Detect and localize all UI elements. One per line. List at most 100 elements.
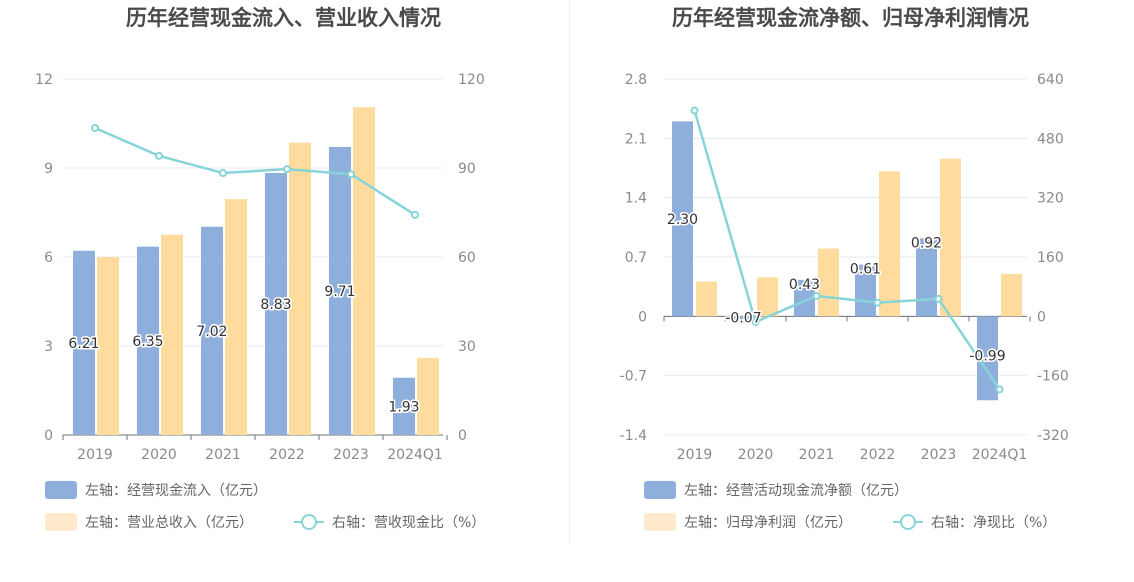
ratio-line-point bbox=[347, 170, 355, 179]
right-legend-label-2: 左轴：归母净利润（亿元） bbox=[684, 515, 852, 531]
x-tick-label: 2021 bbox=[799, 447, 835, 463]
legend-swatch-blue bbox=[45, 481, 77, 499]
bar-series-2 bbox=[417, 357, 439, 435]
bar-series-1 bbox=[329, 146, 351, 436]
ratio-line-point bbox=[995, 385, 1004, 394]
x-tick-label: 2020 bbox=[141, 447, 177, 463]
legend-swatch-orange bbox=[45, 513, 77, 531]
ratio-line-point bbox=[690, 106, 699, 115]
bar-data-label: 1.93 bbox=[388, 399, 419, 415]
bar-data-label: 0.61 bbox=[850, 262, 881, 278]
legend-line-circle-icon bbox=[893, 513, 923, 531]
ratio-line-point bbox=[219, 169, 227, 178]
left-legend-label-2: 左轴：营业总收入（亿元） bbox=[85, 515, 253, 531]
y-left-tick-label: 0.7 bbox=[625, 250, 647, 266]
left-chart-title: 历年经营现金流入、营业收入情况 bbox=[126, 6, 441, 30]
y-right-tick-label: 0 bbox=[1037, 309, 1046, 325]
y-left-tick-label: -1.4 bbox=[620, 428, 647, 444]
bar-series-1 bbox=[265, 173, 287, 435]
left-chart-svg: 0 0 3 30 6 60 9 90 12 120 2019 2020 2021 2022 2023 2024… bbox=[35, 72, 485, 463]
left-legend-item-3[interactable]: 右轴：营收现金比（%） bbox=[294, 512, 485, 532]
bar-series-1 bbox=[201, 226, 223, 435]
y-right-tick-label: -160 bbox=[1037, 369, 1069, 385]
bar-series-2 bbox=[97, 257, 119, 435]
x-tick-label: 2022 bbox=[860, 447, 896, 463]
left-legend-label-1: 左轴：经营现金流入（亿元） bbox=[85, 483, 267, 499]
x-tick-label: 2021 bbox=[205, 447, 241, 463]
ratio-line-point bbox=[812, 291, 821, 300]
bar-data-label: 6.35 bbox=[132, 334, 163, 350]
ratio-line-point bbox=[411, 210, 419, 219]
panel-divider bbox=[569, 0, 570, 545]
bar-series-2 bbox=[161, 234, 183, 435]
bar-data-label: 0.43 bbox=[789, 277, 820, 293]
x-tick-label: 2022 bbox=[269, 447, 305, 463]
y-right-tick-label: 320 bbox=[1037, 191, 1064, 207]
bar-series-2 bbox=[879, 171, 900, 317]
y-left-tick-label: 9 bbox=[44, 161, 53, 177]
y-left-tick-label: 0 bbox=[44, 428, 53, 444]
y-right-tick-label: 640 bbox=[1037, 72, 1064, 88]
y-right-tick-label: -320 bbox=[1037, 428, 1069, 444]
legend-swatch-orange bbox=[644, 513, 676, 531]
bar-series-2 bbox=[696, 281, 717, 317]
y-right-tick-label: 0 bbox=[458, 428, 467, 444]
y-right-tick-label: 160 bbox=[1037, 250, 1064, 266]
ratio-line-point bbox=[283, 165, 291, 174]
ratio-line-point bbox=[91, 123, 99, 132]
y-left-tick-label: -0.7 bbox=[620, 369, 647, 385]
bar-data-label: 2.30 bbox=[667, 212, 698, 228]
y-left-tick-label: 12 bbox=[35, 72, 53, 88]
bar-series-1 bbox=[393, 377, 415, 435]
right-legend-label-3: 右轴：净现比（%） bbox=[931, 515, 1057, 531]
x-tick-label: 2024Q1 bbox=[972, 447, 1028, 463]
right-legend-label-1: 左轴：经营活动现金流净额（亿元） bbox=[684, 483, 908, 499]
y-left-tick-label: 2.8 bbox=[625, 72, 647, 88]
right-legend-item-2[interactable]: 左轴：归母净利润（亿元） bbox=[644, 512, 852, 532]
y-left-tick-label: 2.1 bbox=[625, 131, 647, 147]
bar-series-1 bbox=[672, 121, 693, 317]
right-legend-item-1[interactable]: 左轴：经营活动现金流净额（亿元） bbox=[644, 480, 908, 500]
left-chart-panel: 历年经营现金流入、营业收入情况 0 0 3 30 6 60 9 90 12 120 2019 2020… bbox=[35, 6, 485, 532]
y-left-tick-label: 3 bbox=[44, 339, 53, 355]
x-tick-label: 2019 bbox=[677, 447, 713, 463]
bar-series-2 bbox=[353, 107, 375, 435]
ratio-line-point bbox=[751, 317, 760, 326]
bar-data-label: 9.71 bbox=[324, 284, 355, 300]
bar-series-1 bbox=[916, 238, 937, 317]
bar-series-1 bbox=[794, 279, 815, 317]
x-tick-label: 2020 bbox=[738, 447, 774, 463]
ratio-line-point bbox=[934, 294, 943, 303]
bar-data-label: 6.21 bbox=[68, 336, 99, 352]
x-tick-label: 2023 bbox=[333, 447, 369, 463]
left-legend-item-2[interactable]: 左轴：营业总收入（亿元） bbox=[45, 512, 253, 532]
x-tick-label: 2024Q1 bbox=[387, 447, 443, 463]
y-right-tick-label: 480 bbox=[1037, 131, 1064, 147]
bar-series-2 bbox=[818, 248, 839, 317]
y-right-tick-label: 60 bbox=[458, 250, 476, 266]
bar-series-2 bbox=[289, 142, 311, 436]
y-left-tick-label: 6 bbox=[44, 250, 53, 266]
left-legend-item-1[interactable]: 左轴：经营现金流入（亿元） bbox=[45, 480, 267, 500]
y-right-tick-label: 30 bbox=[458, 339, 476, 355]
bar-series-1 bbox=[733, 316, 754, 323]
bar-series-1 bbox=[73, 250, 95, 435]
right-chart-panel: 历年经营现金流净额、归母净利润情况 -1.4 -320 -0.7 -160 0 0 0.7 1… bbox=[567, 0, 1134, 582]
right-chart-title: 历年经营现金流净额、归母净利润情况 bbox=[672, 6, 1029, 30]
bar-series-2 bbox=[940, 158, 961, 317]
bar-series-1 bbox=[855, 264, 876, 317]
ratio-line-point bbox=[873, 298, 882, 307]
y-right-tick-label: 120 bbox=[458, 72, 485, 88]
bar-data-label: 8.83 bbox=[260, 297, 291, 313]
legend-swatch-blue bbox=[644, 481, 676, 499]
ratio-line bbox=[693, 110, 1001, 391]
ratio-line bbox=[94, 126, 416, 216]
right-chart-svg: -1.4 -320 -0.7 -160 0 0 0.7 160 1.4 320 2.1 480 2.8 6… bbox=[620, 72, 1069, 463]
y-right-tick-label: 90 bbox=[458, 161, 476, 177]
bar-series-1 bbox=[137, 246, 159, 435]
bar-data-label: -0.99 bbox=[969, 348, 1005, 364]
right-legend-item-3[interactable]: 右轴：净现比（%） bbox=[893, 512, 1056, 532]
y-left-tick-label: 1.4 bbox=[625, 191, 647, 207]
y-left-tick-label: 0 bbox=[638, 309, 647, 325]
bar-series-2 bbox=[225, 199, 247, 435]
